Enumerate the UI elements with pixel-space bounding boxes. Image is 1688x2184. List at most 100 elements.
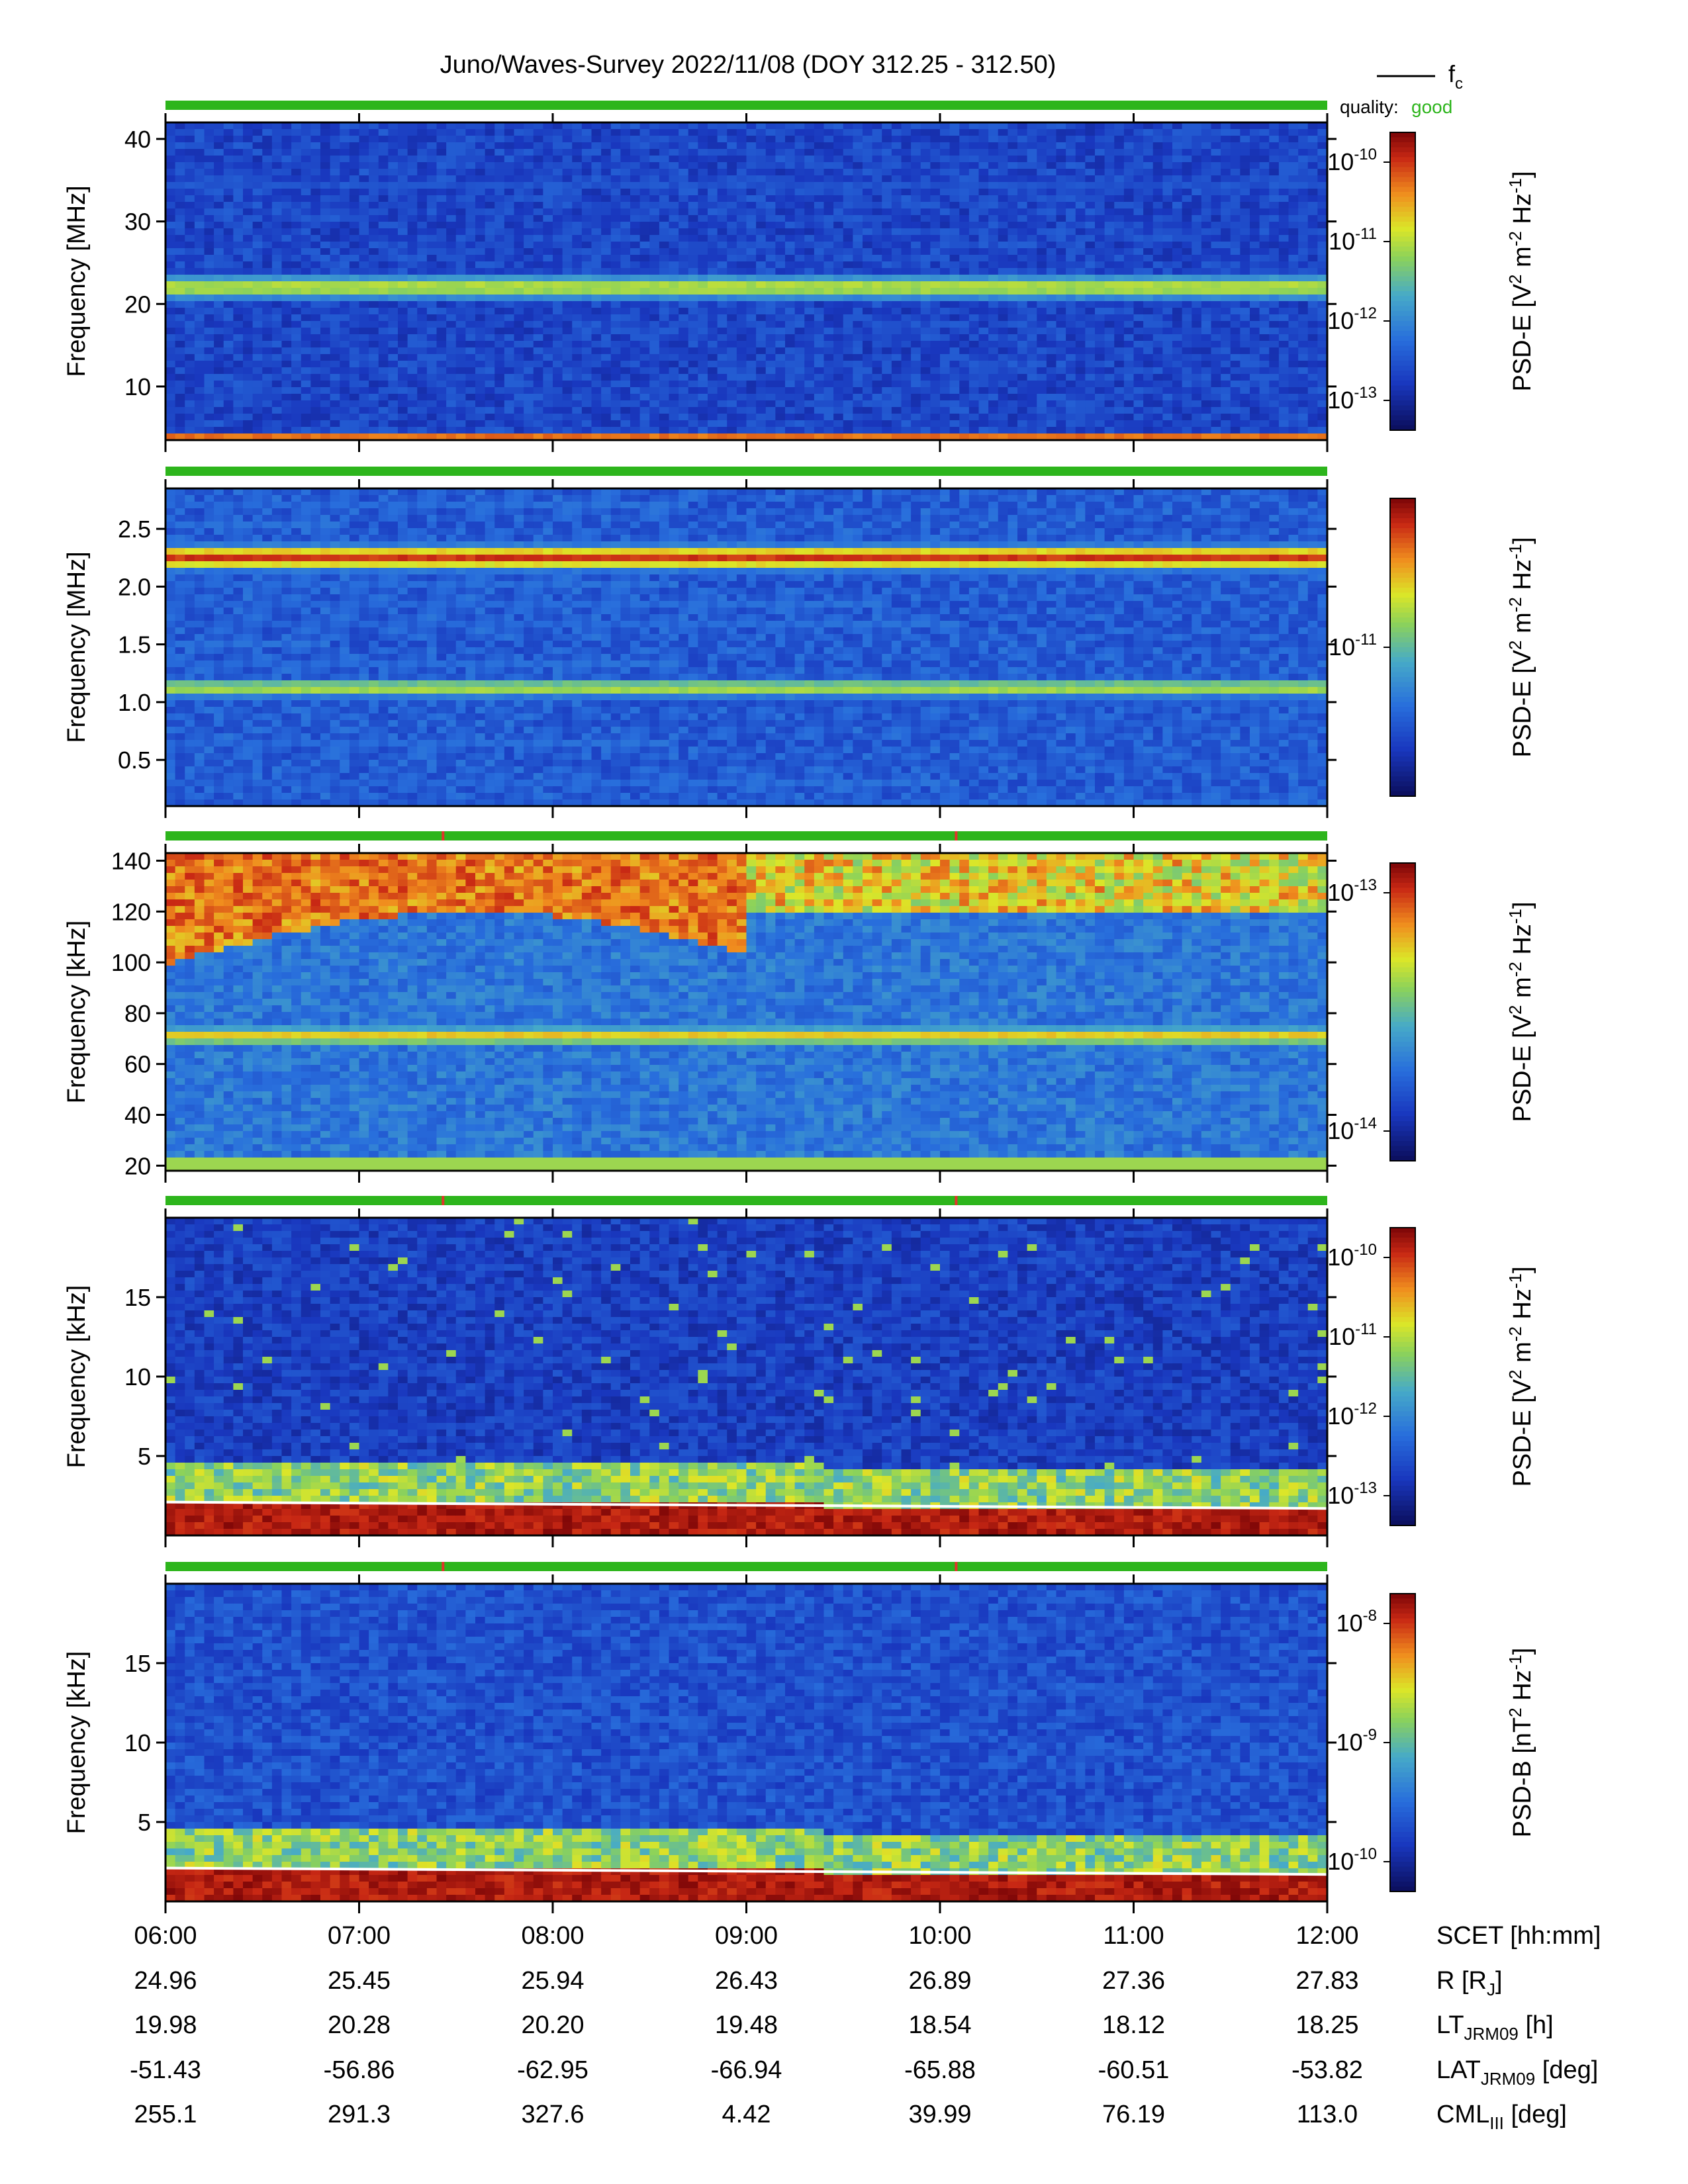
spectrogram-cell xyxy=(563,182,573,189)
spectrogram-cell xyxy=(243,208,253,216)
spectrogram-cell xyxy=(195,235,205,242)
spectrogram-cell xyxy=(398,228,408,236)
spectrogram-cell xyxy=(320,334,330,341)
spectrogram-cell xyxy=(582,129,592,136)
spectrogram-cell xyxy=(205,374,214,381)
spectrogram-cell xyxy=(475,182,485,189)
spectrogram-cell xyxy=(504,122,514,130)
spectrogram-cell xyxy=(233,129,243,136)
spectrogram-cell xyxy=(465,374,475,381)
spectrogram-cell xyxy=(437,374,447,381)
spectrogram-cell xyxy=(475,308,485,315)
spectrogram-cell xyxy=(679,156,688,163)
spectrogram-cell xyxy=(320,202,330,209)
spectrogram-cell xyxy=(485,156,495,163)
spectrogram-cell xyxy=(534,334,543,341)
spectrogram-cell xyxy=(524,361,534,368)
spectrogram-cell xyxy=(669,288,679,295)
spectrogram-cell xyxy=(494,248,504,255)
spectrogram-cell xyxy=(195,129,205,136)
spectrogram-cell xyxy=(214,156,224,163)
spectrogram-cell xyxy=(417,129,427,136)
spectrogram-cell xyxy=(475,354,485,361)
spectrogram-cell xyxy=(494,261,504,269)
spectrogram-cell xyxy=(534,381,543,388)
spectrogram-cell xyxy=(291,361,301,368)
spectrogram-cell xyxy=(282,295,292,302)
spectrogram-cell xyxy=(291,162,301,169)
spectrogram-cell xyxy=(659,215,669,222)
spectrogram-cell xyxy=(494,314,504,322)
spectrogram-cell xyxy=(350,301,359,308)
spectrogram-cell xyxy=(214,235,224,242)
spectrogram-cell xyxy=(379,182,389,189)
spectrogram-cell xyxy=(592,169,602,176)
spectrogram-cell xyxy=(408,235,418,242)
spectrogram-cell xyxy=(640,275,650,282)
spectrogram-cell xyxy=(233,394,243,401)
spectrogram-cell xyxy=(243,228,253,236)
spectrogram-cell xyxy=(379,228,389,236)
spectrogram-cell xyxy=(320,341,330,348)
spectrogram-cell xyxy=(494,169,504,176)
spectrogram-cell xyxy=(185,301,195,308)
spectrogram-cell xyxy=(592,182,602,189)
spectrogram-cell xyxy=(205,136,214,143)
spectrogram-cell xyxy=(601,242,611,249)
spectrogram-cell xyxy=(611,314,621,322)
spectrogram-cell xyxy=(698,387,708,394)
spectrogram-cell xyxy=(649,255,659,262)
spectrogram-cell xyxy=(214,175,224,183)
spectrogram-cell xyxy=(640,400,650,408)
spectrogram-cell xyxy=(465,414,475,421)
spectrogram-cell xyxy=(253,314,263,322)
spectrogram-cell xyxy=(398,261,408,269)
spectrogram-cell xyxy=(350,354,359,361)
spectrogram-cell xyxy=(708,381,718,388)
spectrogram-cell xyxy=(388,142,398,150)
spectrogram-cell xyxy=(272,308,282,315)
spectrogram-cell xyxy=(185,129,195,136)
spectrogram-cell xyxy=(649,314,659,322)
spectrogram-cell xyxy=(679,255,688,262)
spectrogram-cell xyxy=(233,156,243,163)
spectrogram-cell xyxy=(369,321,379,328)
spectrogram-cell xyxy=(640,321,650,328)
spectrogram-cell xyxy=(563,248,573,255)
spectrogram-cell xyxy=(669,242,679,249)
spectrogram-cell xyxy=(272,341,282,348)
spectrogram-cell xyxy=(582,321,592,328)
spectrogram-cell xyxy=(504,162,514,169)
spectrogram-cell xyxy=(708,328,718,335)
spectrogram-cell xyxy=(262,281,272,289)
spectrogram-cell xyxy=(475,281,485,289)
spectrogram-cell xyxy=(195,175,205,183)
spectrogram-cell xyxy=(253,255,263,262)
spectrogram-cell xyxy=(205,235,214,242)
spectrogram-cell xyxy=(291,255,301,262)
spectrogram-cell xyxy=(563,136,573,143)
spectrogram-cell xyxy=(233,427,243,434)
spectrogram-cell xyxy=(494,175,504,183)
spectrogram-cell xyxy=(553,314,563,322)
spectrogram-cell xyxy=(640,222,650,229)
spectrogram-cell xyxy=(369,347,379,355)
spectrogram-cell xyxy=(379,374,389,381)
spectrogram-cell xyxy=(330,361,340,368)
spectrogram-cell xyxy=(437,162,447,169)
spectrogram-cell xyxy=(272,195,282,203)
spectrogram-cell xyxy=(262,407,272,414)
spectrogram-cell xyxy=(534,208,543,216)
spectrogram-cell xyxy=(417,208,427,216)
spectrogram-cell xyxy=(243,328,253,335)
spectrogram-cell xyxy=(291,228,301,236)
spectrogram-cell xyxy=(291,414,301,421)
spectrogram-cell xyxy=(437,222,447,229)
spectrogram-cell xyxy=(282,142,292,150)
spectrogram-cell xyxy=(630,308,640,315)
spectrogram-cell xyxy=(456,407,466,414)
spectrogram-cell xyxy=(320,407,330,414)
spectrogram-cell xyxy=(224,268,234,275)
spectrogram-cell xyxy=(534,175,543,183)
spectrogram-cell xyxy=(379,242,389,249)
